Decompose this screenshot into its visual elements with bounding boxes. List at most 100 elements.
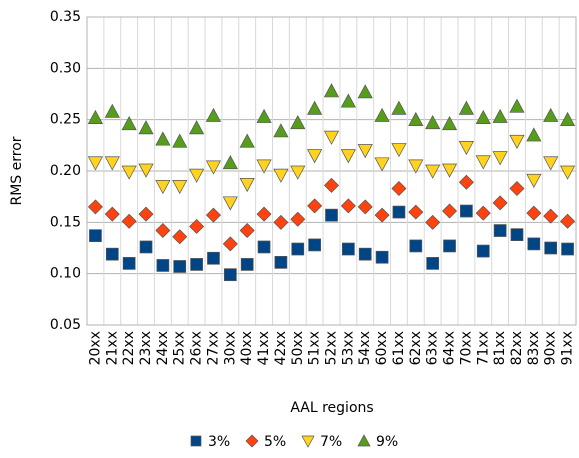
x-tick-label: 25xx (172, 331, 188, 365)
marker-triangle-up (121, 116, 137, 131)
x-tick-label: 53xx (340, 331, 356, 365)
marker-triangle-up (492, 108, 508, 123)
x-tick-label: 61xx (391, 331, 407, 365)
marker-square (325, 208, 338, 222)
marker-diamond (408, 204, 424, 220)
x-tick-label: 20xx (87, 331, 103, 365)
marker-triangle-up (526, 127, 542, 142)
marker-triangle-up (543, 107, 559, 122)
marker-triangle-down (543, 156, 559, 171)
marker-triangle-down (323, 130, 340, 145)
marker-diamond (245, 434, 259, 448)
marker-triangle-down (559, 165, 576, 180)
marker-triangle-up (357, 84, 373, 99)
marker-triangle-up (138, 120, 154, 135)
marker-square (105, 247, 119, 261)
marker-diamond (442, 203, 458, 219)
x-tick-label: 70xx (458, 331, 474, 365)
marker-triangle-down (155, 180, 171, 195)
marker-square (190, 435, 202, 447)
marker-triangle-down (441, 163, 458, 178)
x-tick-label: 22xx (121, 331, 137, 365)
marker-diamond (307, 198, 323, 214)
x-tick-label: 63xx (425, 331, 441, 365)
marker-triangle-down (475, 155, 491, 170)
marker-triangle-down (138, 163, 154, 178)
marker-triangle-down (121, 165, 137, 180)
marker-square (443, 239, 456, 253)
x-tick-label: 62xx (408, 331, 424, 365)
marker-diamond (509, 180, 525, 196)
marker-diamond (492, 195, 508, 211)
marker-triangle-up (222, 155, 238, 170)
x-tick-label: 90xx (543, 331, 559, 365)
marker-triangle-down (239, 177, 255, 193)
legend: 3% 5% 7% 9% (190, 434, 398, 450)
marker-square (122, 257, 136, 270)
x-tick-label: 60xx (374, 331, 390, 365)
x-tick-label: 91xx (560, 331, 576, 365)
marker-triangle-down (87, 156, 104, 171)
x-tick-label: 71xx (475, 331, 491, 365)
y-tick-label: 0.35 (50, 9, 81, 25)
marker-triangle-down (205, 160, 222, 175)
marker-triangle-down (104, 156, 120, 171)
marker-square (544, 241, 558, 255)
marker-diamond (172, 229, 188, 245)
x-tick-label: 21xx (104, 331, 120, 365)
marker-triangle-down (273, 168, 289, 183)
marker-diamond (222, 236, 238, 252)
marker-square (476, 244, 490, 258)
marker-triangle-down (172, 180, 188, 195)
x-tick-label: 42xx (273, 331, 289, 365)
y-axis-label: RMS error (9, 136, 25, 205)
x-tick-label: 27xx (205, 331, 221, 365)
x-tick-label: 54xx (357, 331, 373, 365)
marker-triangle-up (290, 115, 306, 130)
legend-label: 9% (376, 434, 398, 450)
marker-triangle-up (458, 100, 474, 115)
y-tick-label: 0.20 (50, 163, 81, 179)
marker-diamond (87, 199, 103, 215)
marker-triangle-down (301, 435, 315, 448)
x-tick-label: 50xx (290, 331, 306, 365)
marker-square (190, 258, 203, 271)
marker-diamond (324, 177, 339, 193)
legend-label: 5% (264, 434, 286, 450)
y-tick-label: 0.30 (50, 60, 81, 76)
marker-triangle-up (104, 103, 120, 118)
marker-triangle-down (307, 149, 323, 164)
marker-diamond (290, 211, 306, 227)
marker-triangle-down (256, 159, 272, 174)
marker-triangle-down (222, 196, 238, 211)
x-tick-label: 30xx (222, 331, 238, 365)
marker-triangle-up (509, 98, 525, 113)
marker-triangle-up (172, 133, 188, 148)
marker-triangle-up (273, 123, 289, 138)
marker-diamond (560, 213, 576, 229)
marker-square (139, 240, 153, 254)
marker-square (561, 242, 574, 256)
marker-square (308, 238, 321, 252)
marker-triangle-down (340, 149, 356, 164)
x-tick-label: 52xx (324, 331, 340, 365)
marker-triangle-up (87, 109, 104, 124)
y-tick-label: 0.10 (50, 266, 81, 282)
x-axis-label: AAL regions (290, 400, 373, 416)
marker-square (89, 229, 102, 243)
marker-diamond (458, 174, 474, 190)
y-tick-label: 0.05 (50, 317, 81, 333)
marker-triangle-up (391, 100, 407, 115)
marker-square (409, 239, 423, 253)
marker-diamond (357, 199, 373, 215)
marker-diamond (104, 206, 120, 222)
marker-triangle-up (323, 83, 340, 98)
marker-diamond (121, 213, 137, 229)
x-tick-label: 64xx (442, 331, 458, 365)
marker-square (527, 237, 541, 251)
x-tick-label: 23xx (138, 331, 154, 365)
marker-diamond (205, 207, 221, 223)
y-tick-label: 0.25 (50, 112, 81, 128)
marker-square (257, 240, 271, 254)
marker-triangle-down (492, 151, 508, 166)
